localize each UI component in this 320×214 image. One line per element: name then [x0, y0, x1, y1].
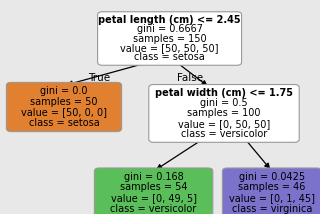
Text: class = setosa: class = setosa: [28, 118, 100, 128]
Text: value = [0, 49, 5]: value = [0, 49, 5]: [111, 193, 196, 203]
FancyBboxPatch shape: [94, 168, 213, 214]
FancyBboxPatch shape: [222, 168, 320, 214]
Text: class = versicolor: class = versicolor: [110, 204, 197, 214]
Text: gini = 0.6667: gini = 0.6667: [137, 24, 203, 34]
Text: gini = 0.0: gini = 0.0: [40, 86, 88, 96]
Text: class = versicolor: class = versicolor: [181, 129, 267, 139]
Text: samples = 50: samples = 50: [30, 97, 98, 107]
FancyBboxPatch shape: [6, 82, 122, 132]
Text: gini = 0.168: gini = 0.168: [124, 172, 183, 181]
FancyBboxPatch shape: [149, 85, 299, 142]
Text: samples = 100: samples = 100: [187, 108, 261, 118]
Text: samples = 54: samples = 54: [120, 182, 187, 192]
Text: class = setosa: class = setosa: [134, 52, 205, 62]
Text: petal width (cm) <= 1.75: petal width (cm) <= 1.75: [155, 88, 293, 98]
Text: value = [50, 0, 0]: value = [50, 0, 0]: [21, 107, 107, 117]
Text: True: True: [88, 73, 110, 83]
Text: class = virginica: class = virginica: [232, 204, 312, 214]
Text: value = [50, 50, 50]: value = [50, 50, 50]: [120, 43, 219, 53]
Text: False: False: [177, 73, 204, 83]
Text: gini = 0.5: gini = 0.5: [200, 98, 248, 108]
Text: samples = 150: samples = 150: [133, 34, 206, 43]
Text: samples = 46: samples = 46: [238, 182, 306, 192]
Text: value = [0, 1, 45]: value = [0, 1, 45]: [229, 193, 315, 203]
FancyBboxPatch shape: [98, 12, 242, 65]
Text: value = [0, 50, 50]: value = [0, 50, 50]: [178, 119, 270, 129]
Text: petal length (cm) <= 2.45: petal length (cm) <= 2.45: [98, 15, 241, 25]
Text: gini = 0.0425: gini = 0.0425: [239, 172, 305, 181]
